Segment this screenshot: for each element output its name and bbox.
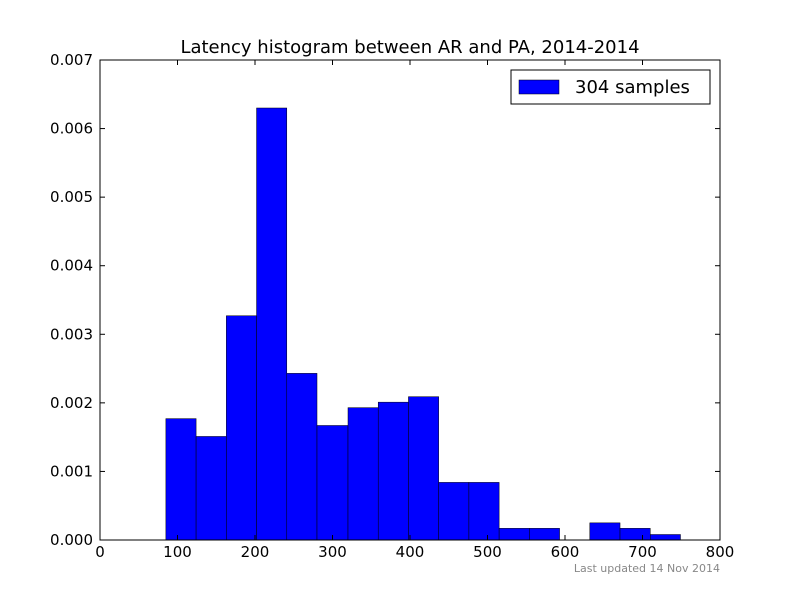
legend-label: 304 samples — [575, 77, 690, 98]
histogram-bar — [286, 373, 318, 541]
histogram-bar — [316, 425, 349, 541]
x-tick-label: 500 — [473, 543, 502, 561]
x-tick-label: 400 — [396, 543, 425, 561]
x-tick-label: 800 — [706, 543, 735, 561]
y-tick-label: 0.006 — [50, 120, 93, 138]
y-tick-label: 0.005 — [50, 188, 93, 206]
y-tick-label: 0.004 — [50, 257, 93, 275]
y-tick-label: 0.003 — [50, 325, 93, 343]
x-tick-label: 200 — [241, 543, 270, 561]
y-axis: 0.000 0.001 0.002 0.003 0.004 0.005 0.006 0.007 — [50, 51, 720, 549]
x-tick-label: 700 — [628, 543, 657, 561]
legend-swatch — [518, 79, 560, 95]
histogram-bar — [498, 528, 530, 541]
histogram-bar — [377, 401, 409, 541]
histogram-bar — [650, 534, 681, 541]
histogram-bar — [619, 528, 651, 541]
y-tick-label: 0.007 — [50, 51, 93, 69]
x-tick-label: 0 — [95, 543, 105, 561]
histogram-bar — [226, 315, 257, 541]
x-tick-label: 600 — [551, 543, 580, 561]
histogram-bar — [468, 482, 500, 541]
legend: 304 samples — [510, 69, 711, 105]
bars-group — [165, 107, 681, 541]
histogram-bar — [256, 107, 288, 541]
y-tick-label: 0.002 — [50, 394, 93, 412]
x-tick-label: 100 — [163, 543, 192, 561]
histogram-bar — [408, 396, 439, 541]
last-updated-note: Last updated 14 Nov 2014 — [573, 562, 720, 575]
histogram-bar — [165, 418, 197, 541]
x-tick-label: 300 — [318, 543, 347, 561]
histogram-bar — [529, 528, 560, 541]
chart-title: Latency histogram between AR and PA, 201… — [180, 37, 639, 58]
histogram-bar — [195, 436, 227, 541]
histogram-bar — [347, 407, 379, 541]
y-tick-label: 0.001 — [50, 462, 93, 480]
y-tick-label: 0.000 — [50, 531, 93, 549]
histogram-bar — [589, 522, 621, 541]
histogram-bar — [438, 482, 470, 541]
x-axis: 0 100 200 300 400 500 600 700 800 — [95, 60, 734, 561]
